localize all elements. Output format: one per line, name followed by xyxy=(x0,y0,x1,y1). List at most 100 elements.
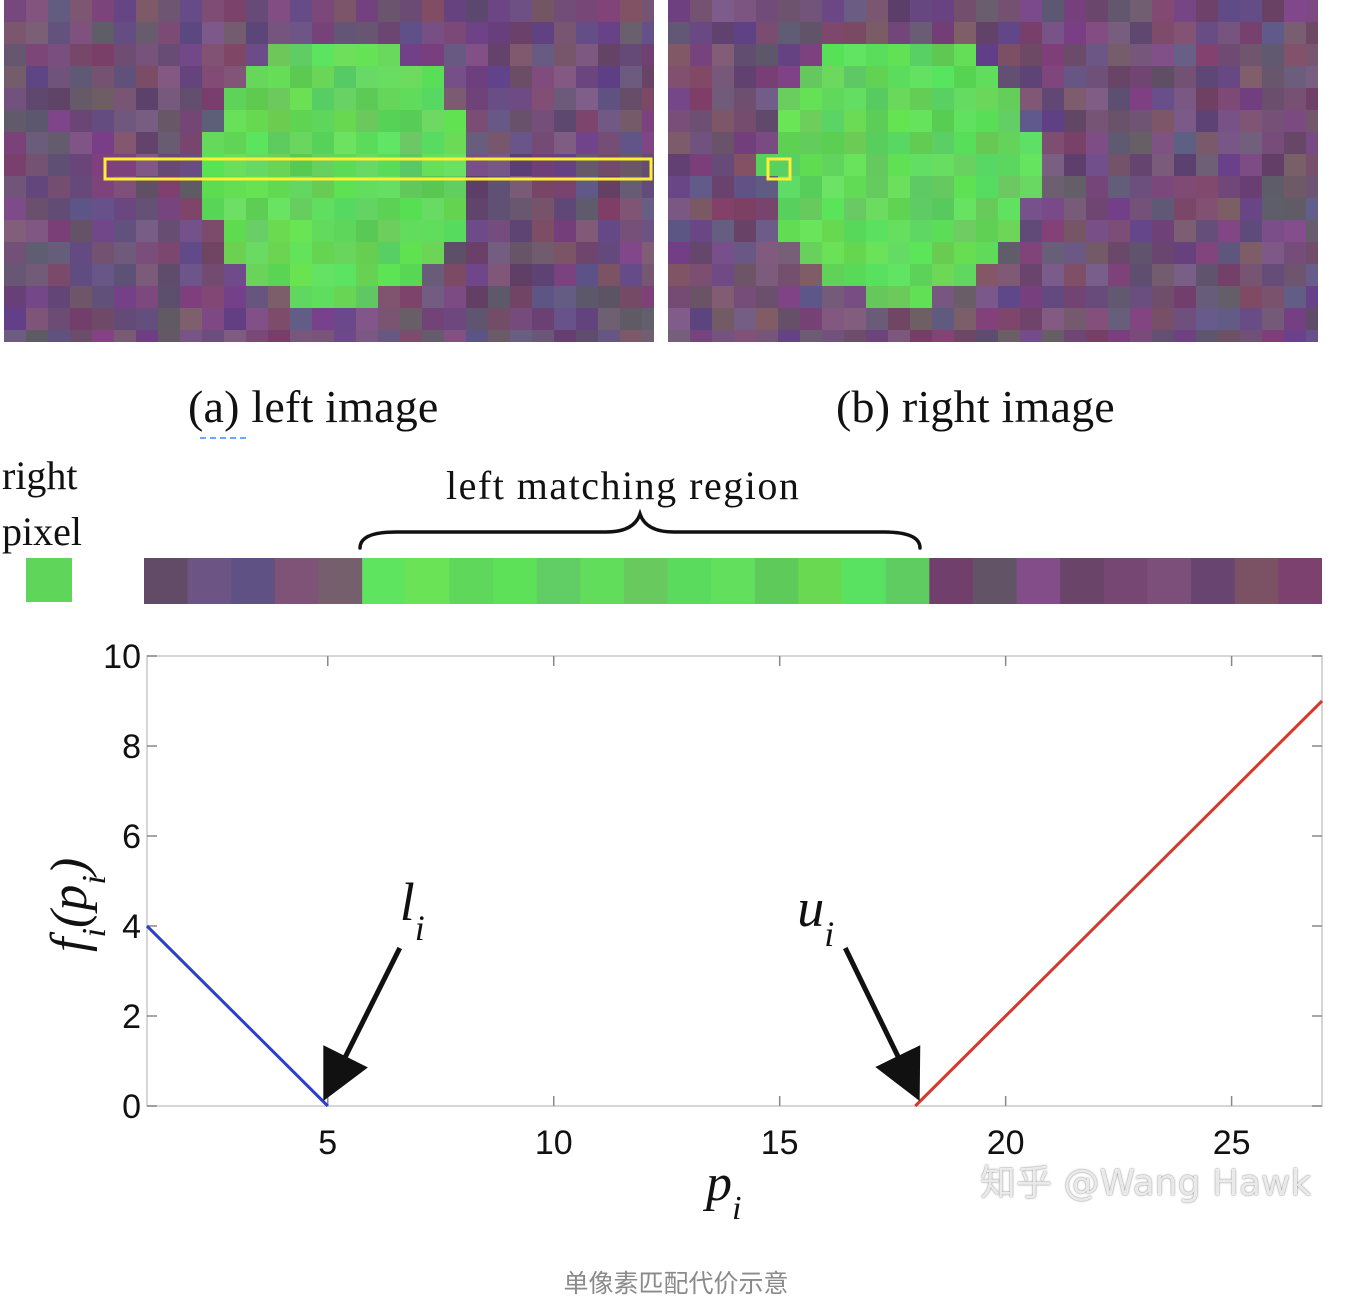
background-pixel xyxy=(1086,330,1108,342)
background-pixel xyxy=(932,330,954,342)
background-pixel xyxy=(246,0,268,22)
background-pixel xyxy=(954,330,976,342)
background-pixel xyxy=(26,44,48,66)
background-pixel xyxy=(26,176,48,198)
disc-pixel xyxy=(268,132,290,154)
disc-pixel xyxy=(224,154,246,176)
background-pixel xyxy=(510,176,532,198)
background-pixel xyxy=(576,220,598,242)
background-pixel xyxy=(466,22,488,44)
background-pixel xyxy=(26,330,48,342)
background-pixel xyxy=(998,44,1020,66)
background-pixel xyxy=(1174,176,1196,198)
background-pixel xyxy=(1262,264,1284,286)
disc-pixel xyxy=(290,242,312,264)
background-pixel xyxy=(888,0,910,22)
disc-pixel xyxy=(334,198,356,220)
background-pixel xyxy=(70,88,92,110)
background-pixel xyxy=(1064,264,1086,286)
disc-pixel xyxy=(954,88,976,110)
background-pixel xyxy=(690,264,712,286)
background-pixel xyxy=(1064,242,1086,264)
background-pixel xyxy=(976,330,998,342)
disc-pixel xyxy=(378,154,400,176)
background-pixel xyxy=(224,66,246,88)
background-pixel xyxy=(1020,308,1042,330)
background-pixel xyxy=(712,154,734,176)
disc-pixel xyxy=(290,154,312,176)
background-pixel xyxy=(1262,110,1284,132)
background-pixel xyxy=(712,264,734,286)
background-pixel xyxy=(998,308,1020,330)
background-pixel xyxy=(1020,22,1042,44)
background-pixel xyxy=(510,242,532,264)
background-pixel xyxy=(642,66,654,88)
disc-pixel xyxy=(290,264,312,286)
background-pixel xyxy=(1086,66,1108,88)
background-pixel xyxy=(1218,44,1240,66)
scanline-highlight-box xyxy=(103,157,653,181)
background-pixel xyxy=(1020,44,1042,66)
background-pixel xyxy=(48,44,70,66)
background-pixel xyxy=(554,0,576,22)
background-pixel xyxy=(1240,44,1262,66)
background-pixel xyxy=(70,264,92,286)
background-pixel xyxy=(510,220,532,242)
background-pixel xyxy=(158,176,180,198)
background-pixel xyxy=(1196,220,1218,242)
disc-pixel xyxy=(800,154,822,176)
background-pixel xyxy=(668,154,690,176)
background-pixel xyxy=(180,154,202,176)
background-pixel xyxy=(998,0,1020,22)
background-pixel xyxy=(1218,308,1240,330)
disc-pixel xyxy=(356,242,378,264)
disc-pixel xyxy=(866,198,888,220)
background-pixel xyxy=(822,330,844,342)
disc-pixel xyxy=(954,176,976,198)
disc-pixel xyxy=(976,88,998,110)
background-pixel xyxy=(1240,198,1262,220)
background-pixel xyxy=(642,220,654,242)
background-pixel xyxy=(576,88,598,110)
background-pixel xyxy=(1284,242,1306,264)
background-pixel xyxy=(690,330,712,342)
background-pixel xyxy=(576,132,598,154)
background-pixel xyxy=(26,220,48,242)
background-pixel xyxy=(26,242,48,264)
background-pixel xyxy=(70,66,92,88)
background-pixel xyxy=(92,286,114,308)
disc-pixel xyxy=(822,242,844,264)
background-pixel xyxy=(1020,286,1042,308)
disc-pixel xyxy=(822,132,844,154)
background-pixel xyxy=(1306,154,1318,176)
disc-pixel xyxy=(290,66,312,88)
background-pixel xyxy=(510,66,532,88)
disc-pixel xyxy=(844,44,866,66)
background-pixel xyxy=(290,0,312,22)
background-pixel xyxy=(1284,220,1306,242)
background-pixel xyxy=(268,308,290,330)
disc-pixel xyxy=(844,132,866,154)
background-pixel xyxy=(158,330,180,342)
background-pixel xyxy=(70,22,92,44)
background-pixel xyxy=(224,22,246,44)
disc-pixel xyxy=(400,66,422,88)
background-pixel xyxy=(26,154,48,176)
background-pixel xyxy=(576,330,598,342)
disc-pixel xyxy=(400,110,422,132)
background-pixel xyxy=(778,286,800,308)
background-pixel xyxy=(734,330,756,342)
background-pixel xyxy=(114,88,136,110)
disc-pixel xyxy=(910,286,932,308)
strip-pixel-background xyxy=(1234,558,1279,604)
disc-pixel xyxy=(800,220,822,242)
disc-pixel xyxy=(844,176,866,198)
background-pixel xyxy=(976,22,998,44)
background-pixel xyxy=(136,22,158,44)
background-pixel xyxy=(756,286,778,308)
background-pixel xyxy=(1174,154,1196,176)
disc-pixel xyxy=(290,220,312,242)
strip-pixel-background xyxy=(1278,558,1322,604)
background-pixel xyxy=(1108,154,1130,176)
background-pixel xyxy=(690,132,712,154)
